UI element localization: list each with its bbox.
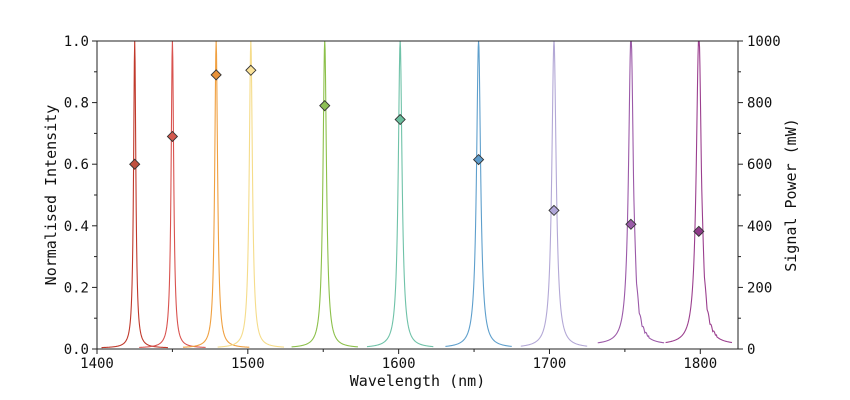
axis-ticks: 1400 1500 1600 1700 1800 0.0 0.2 0.4 0.6 0.8 1.0 0 2… <box>64 34 781 372</box>
spectrum-line-1479 <box>182 40 250 348</box>
power-marker-1551 <box>319 100 331 112</box>
power-marker-1653 <box>472 153 485 166</box>
power-marker-1425 <box>129 158 141 170</box>
y2-tick-label: 200 <box>747 280 772 296</box>
x-tick-label: 1800 <box>683 356 717 372</box>
y2-tick-label: 0 <box>747 342 755 358</box>
y2-tick-label: 1000 <box>747 34 781 50</box>
spectrum-line-1601 <box>366 40 434 348</box>
y-tick-label: 0.0 <box>64 342 89 358</box>
y-tick-label: 0.8 <box>64 96 89 112</box>
spectrum-line-1754 <box>597 40 665 344</box>
power-marker-1502 <box>245 64 257 76</box>
x-tick-label: 1700 <box>533 356 567 372</box>
x-tick-label: 1600 <box>382 356 416 372</box>
y-tick-label: 0.2 <box>64 280 89 296</box>
power-marker-1601 <box>394 113 406 126</box>
x-axis-title: Wavelength (nm) <box>350 372 485 390</box>
plot-frame <box>96 40 739 350</box>
y-tick-label: 0.6 <box>64 157 89 173</box>
power-markers <box>129 64 705 237</box>
y-tick-label: 1.0 <box>64 34 89 50</box>
power-marker-1703 <box>548 204 560 217</box>
spectrum-line-1450 <box>139 40 206 348</box>
power-marker-1479 <box>210 69 222 81</box>
power-marker-1450 <box>166 130 179 143</box>
spectrum-line-1703 <box>520 40 588 347</box>
y2-tick-label: 800 <box>747 96 772 112</box>
y-axis-title: Normalised Intensity <box>42 105 60 286</box>
power-marker-1799 <box>693 225 705 237</box>
spectrum-line-1551 <box>291 40 358 348</box>
x-tick-label: 1400 <box>80 356 114 372</box>
spectrum-line-1425 <box>101 40 168 349</box>
y2-tick-label: 400 <box>747 219 772 235</box>
x-tick-label: 1500 <box>231 356 265 372</box>
y2-tick-label: 600 <box>747 157 772 173</box>
y2-axis-title: Signal Power (mW) <box>782 118 800 272</box>
spectrum-line-1799 <box>665 40 733 344</box>
spectra-traces <box>101 40 733 349</box>
y-tick-label: 0.4 <box>64 219 89 235</box>
power-marker-1754 <box>625 218 637 230</box>
spectrum-line-1653 <box>445 40 512 347</box>
spectrum-line-1502 <box>217 40 285 348</box>
